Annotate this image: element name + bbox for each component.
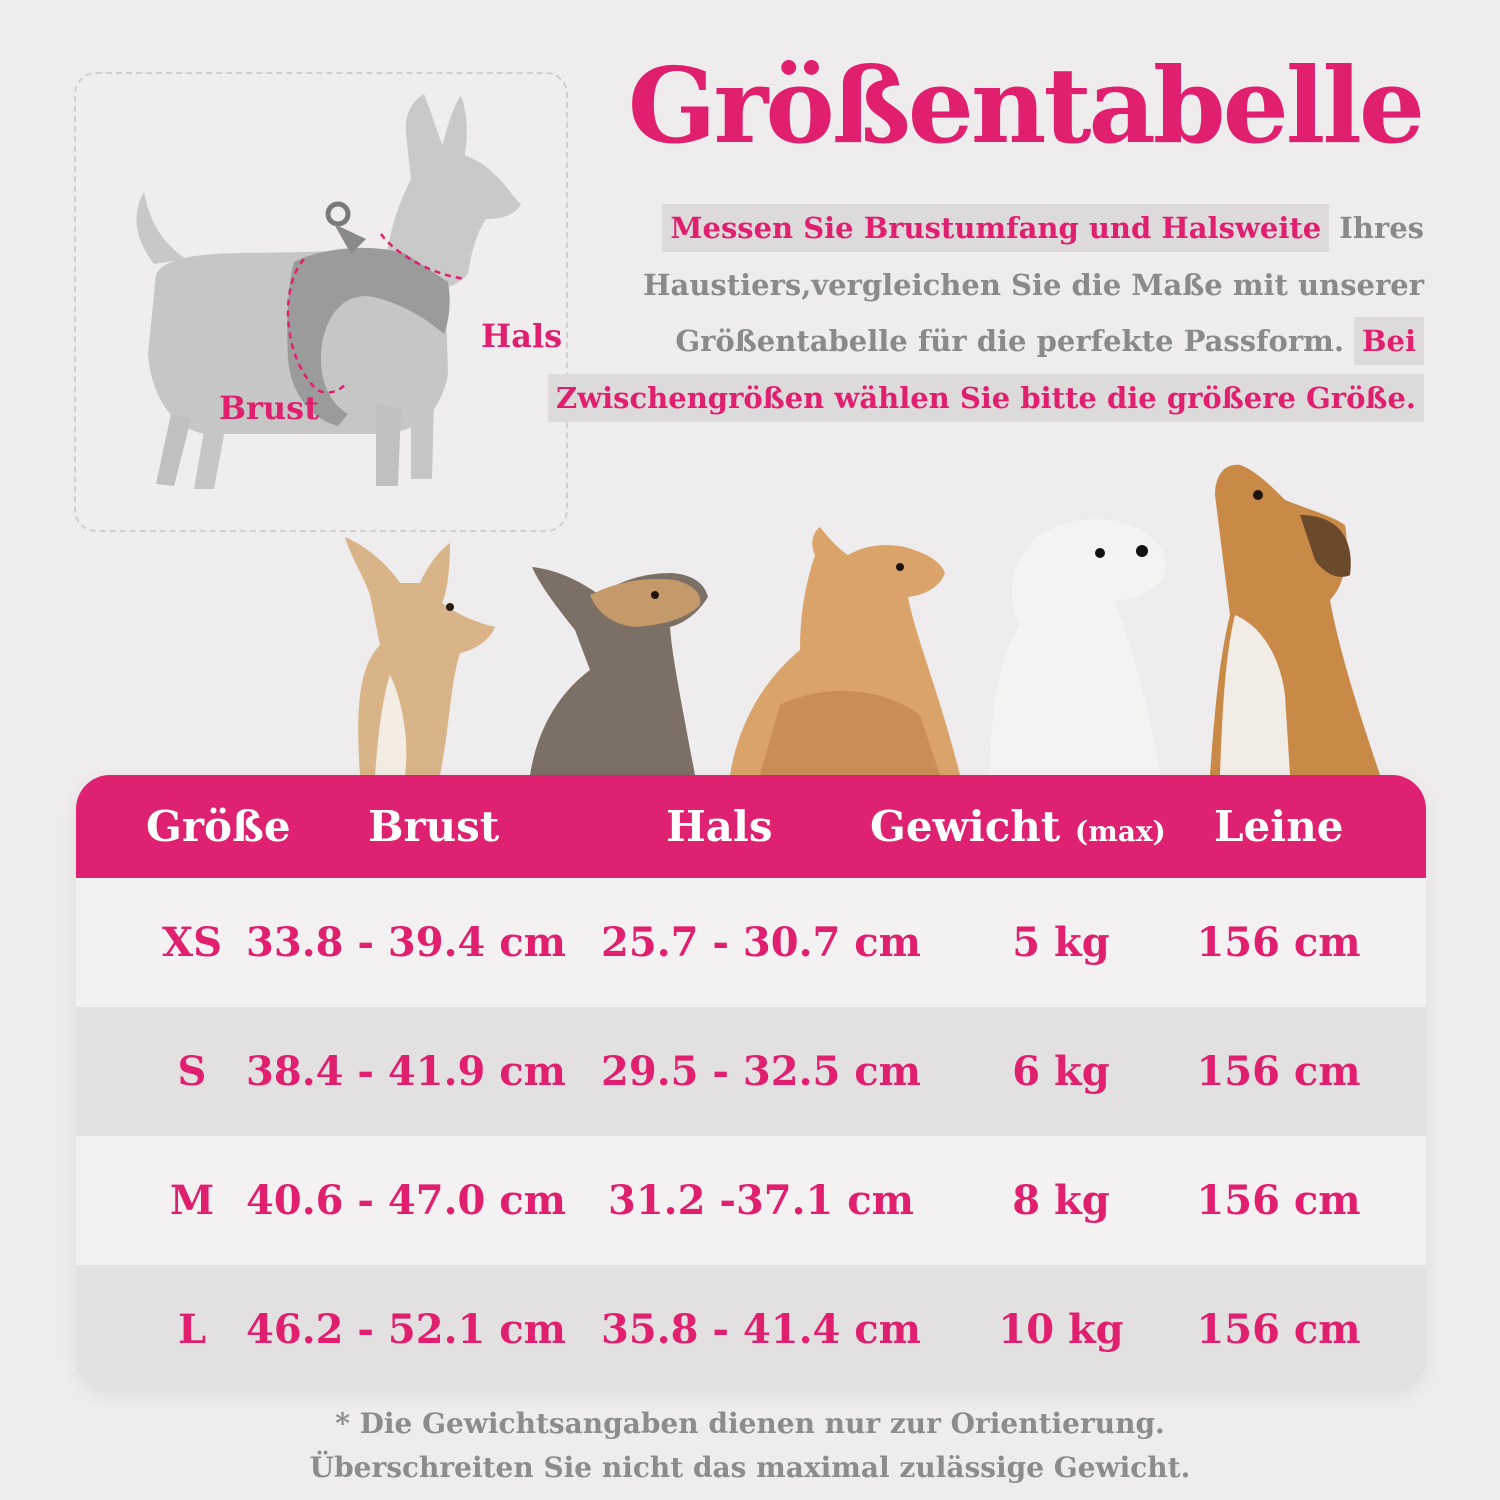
footnote-line-1: * Die Gewichtsangaben dienen nur zur Ori… — [335, 1407, 1165, 1440]
dog-silhouette-icon — [136, 94, 521, 489]
table-row: XS 33.8 - 39.4 cm 25.7 - 30.7 cm 5 kg 15… — [76, 878, 1426, 1007]
cell-weight: 10 kg — [998, 1306, 1124, 1353]
header-chest: Brust — [368, 802, 500, 851]
table-row: L 46.2 - 52.1 cm 35.8 - 41.4 cm 10 kg 15… — [76, 1265, 1426, 1393]
cell-weight: 6 kg — [1012, 1048, 1110, 1095]
cell-neck: 35.8 - 41.4 cm — [601, 1306, 921, 1353]
table-row: S 38.4 - 41.9 cm 29.5 - 32.5 cm 6 kg 156… — [76, 1007, 1426, 1136]
cell-neck: 31.2 -37.1 cm — [608, 1177, 914, 1224]
cell-chest: 38.4 - 41.9 cm — [246, 1048, 566, 1095]
footnote-line-2: Überschreiten Sie nicht das maximal zulä… — [309, 1451, 1191, 1484]
cell-leash: 156 cm — [1196, 1306, 1361, 1353]
intro-text: Messen Sie Brustumfang und Halsweite Ihr… — [524, 200, 1424, 426]
cell-leash: 156 cm — [1196, 1177, 1361, 1224]
measurement-diagram: Hals Brust — [74, 72, 568, 532]
page-title: Größentabelle — [627, 44, 1425, 167]
header-weight: Gewicht (max) — [870, 775, 1166, 883]
maltese-icon — [990, 519, 1166, 775]
cell-chest: 46.2 - 52.1 cm — [246, 1306, 566, 1353]
chihuahua-icon — [345, 537, 495, 775]
cell-weight: 5 kg — [1012, 919, 1110, 966]
label-hals: Hals — [481, 317, 563, 355]
cell-neck: 25.7 - 30.7 cm — [601, 919, 921, 966]
cell-leash: 156 cm — [1196, 1048, 1361, 1095]
header-size: Größe — [146, 802, 291, 851]
header-weight-label: Gewicht — [870, 802, 1061, 851]
table-row: M 40.6 - 47.0 cm 31.2 -37.1 cm 8 kg 156 … — [76, 1136, 1426, 1265]
cell-size: L — [177, 1306, 207, 1353]
label-brust: Brust — [219, 389, 319, 427]
cell-size: XS — [162, 919, 222, 966]
cell-leash: 156 cm — [1196, 919, 1361, 966]
size-table: Größe Brust Hals Gewicht (max) Leine XS … — [76, 775, 1426, 1393]
cell-size: S — [177, 1048, 207, 1095]
intro-plain-text: Ihres Haustiers,vergleichen Sie die Maße… — [643, 211, 1424, 358]
footnote: * Die Gewichtsangaben dienen nur zur Ori… — [0, 1402, 1500, 1490]
cell-size: M — [169, 1177, 215, 1224]
intro-highlight-1: Messen Sie Brustumfang und Halsweite — [662, 204, 1330, 252]
pomeranian-icon — [730, 527, 960, 775]
beagle-icon — [1210, 464, 1380, 775]
header-weight-unit: (max) — [1074, 815, 1166, 848]
header-neck: Hals — [666, 802, 773, 851]
cell-weight: 8 kg — [1012, 1177, 1110, 1224]
cell-chest: 33.8 - 39.4 cm — [246, 919, 566, 966]
cell-neck: 29.5 - 32.5 cm — [601, 1048, 921, 1095]
table-header: Größe Brust Hals Gewicht (max) Leine — [76, 775, 1426, 878]
dogs-photo — [345, 464, 1380, 775]
cell-chest: 40.6 - 47.0 cm — [246, 1177, 566, 1224]
yorkie-icon — [530, 567, 708, 775]
header-leash: Leine — [1214, 802, 1344, 851]
